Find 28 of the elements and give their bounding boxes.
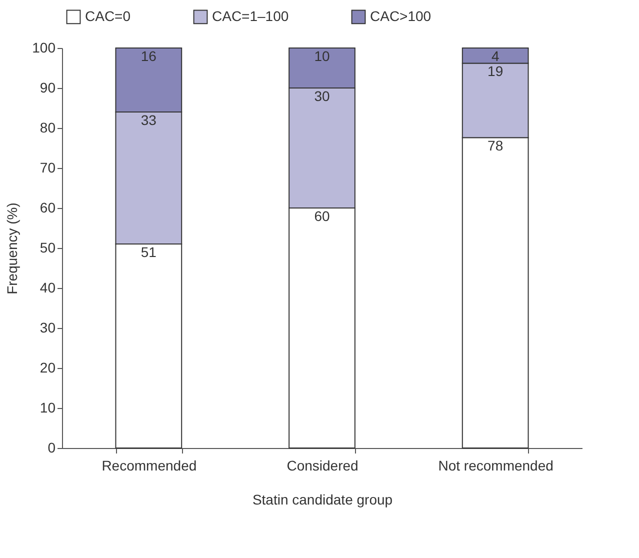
y-tick-label: 40 xyxy=(40,280,56,296)
y-tick-label: 30 xyxy=(40,320,56,336)
data-label: 16 xyxy=(140,48,157,64)
data-label: 19 xyxy=(488,63,504,80)
data-label: 10 xyxy=(314,48,330,64)
y-tick-label: 100 xyxy=(32,40,56,56)
y-tick-label: 50 xyxy=(40,240,56,256)
y-tick-label: 60 xyxy=(40,200,56,216)
data-label: 78 xyxy=(488,138,504,154)
data-label: 4 xyxy=(491,48,500,64)
y-axis-title: Frequency (%) xyxy=(4,202,20,294)
x-axis-title: Statin candidate group xyxy=(252,492,393,508)
legend-label: CAC=1–100 xyxy=(212,8,289,24)
legend-label: CAC=0 xyxy=(85,8,131,24)
data-label: 60 xyxy=(314,208,330,224)
y-tick-label: 20 xyxy=(40,360,56,376)
data-label: 51 xyxy=(140,244,157,260)
y-tick-label: 0 xyxy=(48,440,56,456)
legend-label: CAC>100 xyxy=(370,8,432,24)
x-tick-label: Recommended xyxy=(102,458,197,474)
x-tick-label: Considered xyxy=(286,458,358,474)
y-tick-label: 90 xyxy=(40,80,56,96)
data-label: 30 xyxy=(314,88,330,104)
y-tick-label: 70 xyxy=(40,160,56,176)
y-tick-label: 10 xyxy=(40,400,56,416)
y-tick-label: 80 xyxy=(40,120,56,136)
x-tick-label: Not recommended xyxy=(438,458,554,474)
data-label: 33 xyxy=(140,112,157,128)
